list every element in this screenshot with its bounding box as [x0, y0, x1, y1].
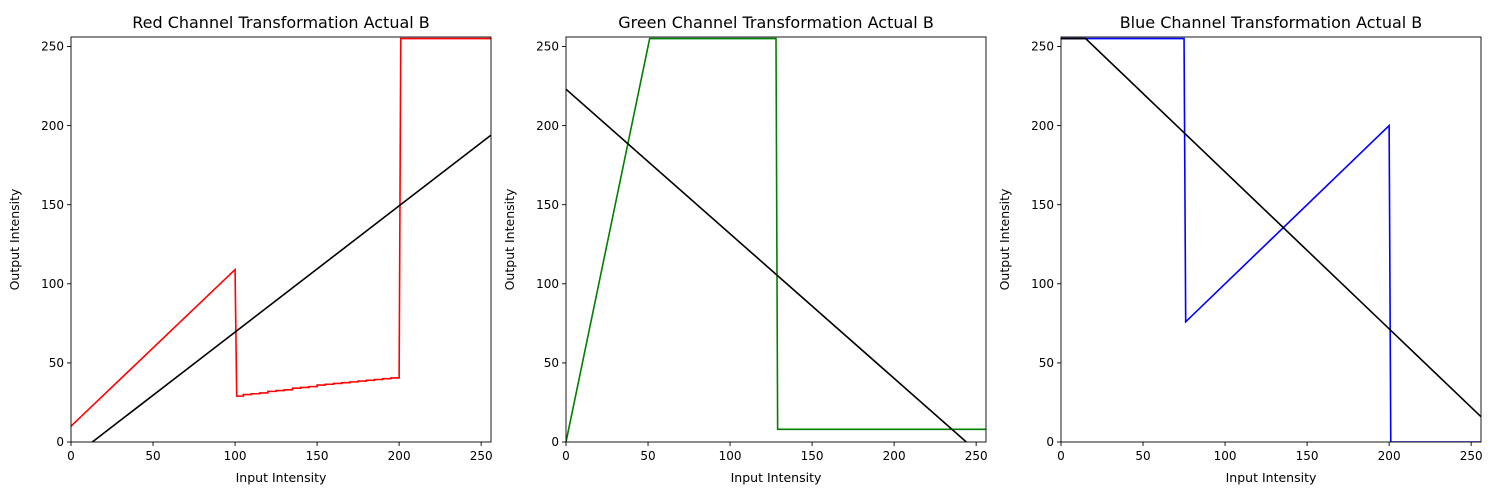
blue-y-tick-label: 250	[1031, 40, 1054, 54]
blue-x-axis-label: Input Intensity	[1226, 470, 1317, 485]
blue-x-tick-label: 150	[1296, 449, 1319, 463]
blue-y-tick-label: 100	[1031, 277, 1054, 291]
green-y-tick-label: 0	[551, 435, 559, 449]
red-x-tick-label: 50	[145, 449, 160, 463]
red-y-tick-label: 250	[41, 40, 64, 54]
red-y-axis-label: Output Intensity	[7, 188, 22, 290]
green-series-line-0	[566, 37, 986, 442]
blue-chart: 0 50 100 150 200 250 0 50 100 150 200 250 Blue Chann…	[997, 13, 1483, 485]
blue-y-tick-label: 200	[1031, 119, 1054, 133]
blue-x-tick-label: 50	[1135, 449, 1150, 463]
blue-chart-title: Blue Channel Transformation Actual B	[1120, 13, 1423, 32]
red-chart: 0 50 100 150 200 250 0 50 100 150 200 250 Red Channe…	[7, 13, 493, 485]
green-x-tick-label: 100	[719, 449, 742, 463]
red-chart-title: Red Channel Transformation Actual B	[132, 13, 430, 32]
blue-x-tick-label: 0	[1057, 449, 1065, 463]
blue-x-tick-label: 100	[1214, 449, 1237, 463]
blue-axes-frame	[1060, 36, 1482, 443]
red-series-line-0	[71, 37, 491, 427]
green-chart: 0 50 100 150 200 250 0 50 100 150 200 250 Green Chan…	[502, 13, 988, 485]
green-series-line-1	[566, 88, 967, 442]
blue-series-line-0	[1061, 37, 1481, 442]
green-y-axis-label: Output Intensity	[502, 188, 517, 290]
red-x-tick-label: 250	[470, 449, 493, 463]
green-y-tick-label: 100	[536, 277, 559, 291]
blue-y-tick-label: 50	[1039, 356, 1054, 370]
blue-x-tick-label: 250	[1460, 449, 1483, 463]
green-x-tick-label: 150	[801, 449, 824, 463]
blue-y-tick-label: 150	[1031, 198, 1054, 212]
green-x-tick-label: 50	[640, 449, 655, 463]
green-x-tick-label: 200	[883, 449, 906, 463]
red-series-line-1	[91, 134, 491, 442]
green-x-axis-label: Input Intensity	[731, 470, 822, 485]
green-y-tick-label: 200	[536, 119, 559, 133]
red-x-tick-label: 0	[67, 449, 75, 463]
blue-x-tick-label: 200	[1378, 449, 1401, 463]
red-x-tick-label: 200	[388, 449, 411, 463]
red-axes-frame	[70, 36, 492, 443]
green-x-tick-label: 0	[562, 449, 570, 463]
green-y-tick-label: 250	[536, 40, 559, 54]
red-y-tick-label: 50	[49, 356, 64, 370]
red-x-tick-label: 150	[306, 449, 329, 463]
red-y-tick-label: 0	[56, 435, 64, 449]
green-y-tick-label: 50	[544, 356, 559, 370]
red-y-tick-label: 200	[41, 119, 64, 133]
green-y-tick-label: 150	[536, 198, 559, 212]
green-axes-frame	[565, 36, 987, 443]
blue-y-tick-label: 0	[1046, 435, 1054, 449]
red-y-tick-label: 100	[41, 277, 64, 291]
red-y-tick-label: 150	[41, 198, 64, 212]
green-chart-title: Green Channel Transformation Actual B	[618, 13, 934, 32]
green-x-tick-label: 250	[965, 449, 988, 463]
red-x-tick-label: 100	[224, 449, 247, 463]
blue-y-axis-label: Output Intensity	[997, 188, 1012, 290]
red-x-axis-label: Input Intensity	[236, 470, 327, 485]
blue-series-line-1	[1061, 37, 1481, 418]
